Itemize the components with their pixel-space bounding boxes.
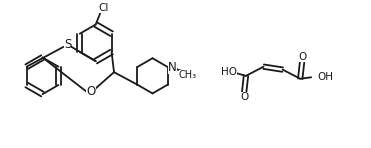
Text: OH: OH bbox=[318, 72, 334, 82]
Text: Cl: Cl bbox=[99, 3, 109, 13]
Text: N: N bbox=[168, 61, 177, 74]
Text: CH₃: CH₃ bbox=[179, 70, 197, 80]
Text: HO: HO bbox=[221, 67, 237, 77]
Text: O: O bbox=[298, 52, 306, 62]
Text: S: S bbox=[64, 38, 71, 51]
Text: O: O bbox=[240, 92, 248, 102]
Text: O: O bbox=[86, 85, 96, 98]
